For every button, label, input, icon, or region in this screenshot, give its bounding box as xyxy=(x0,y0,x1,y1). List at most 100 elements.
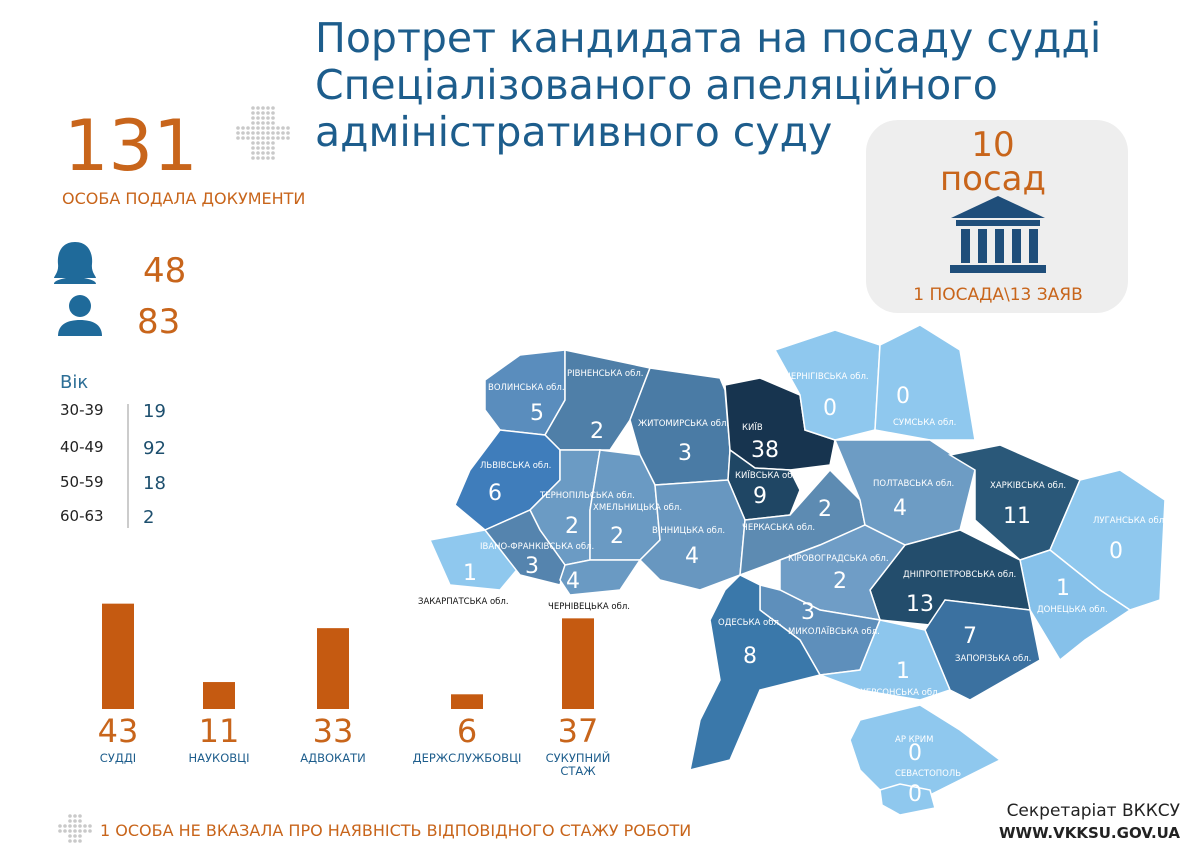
dot xyxy=(68,824,72,828)
region-name: ВОЛИНСЬКА обл. xyxy=(488,383,565,393)
region-value: 38 xyxy=(751,438,779,463)
dot xyxy=(256,106,260,110)
female-icon xyxy=(54,242,96,284)
dot xyxy=(251,146,255,150)
dot xyxy=(281,131,285,135)
region-value: 2 xyxy=(590,419,604,444)
age-table: 30-39 19 40-49 92 50-59 18 60-63 2 xyxy=(60,401,166,528)
dot xyxy=(68,814,72,818)
region-value: 3 xyxy=(801,600,815,625)
dot xyxy=(251,151,255,155)
dot xyxy=(68,839,72,843)
region-name: МИКОЛАЇВСЬКА обл. xyxy=(788,626,880,637)
bar-value: 37 xyxy=(558,712,599,750)
region-value: 6 xyxy=(488,481,502,506)
dot xyxy=(63,824,67,828)
region xyxy=(773,329,881,441)
dot xyxy=(236,126,240,130)
dot xyxy=(246,136,250,140)
bar xyxy=(451,694,483,709)
applicants-count: 131 xyxy=(64,105,198,187)
bar-label: ДЕРЖСЛУЖБОВЦІ xyxy=(413,751,522,765)
title-line: Портрет кандидата на посаду судді xyxy=(315,14,1101,62)
region xyxy=(874,324,976,441)
dot xyxy=(261,116,265,120)
region-value: 0 xyxy=(908,782,922,807)
dot xyxy=(256,131,260,135)
dot xyxy=(251,116,255,120)
bar-label: СУКУПНИЙ СТАЖ xyxy=(546,750,611,778)
dot xyxy=(68,819,72,823)
region-name: ЧЕРНІГІВСЬКА обл. xyxy=(785,372,869,382)
dot xyxy=(236,136,240,140)
region-value: 4 xyxy=(566,569,580,594)
region-value: 13 xyxy=(906,592,934,617)
region-name: ХМЕЛЬНИЦЬКА обл. xyxy=(593,503,682,513)
dot xyxy=(58,829,62,833)
male-icon xyxy=(58,295,102,336)
region-value: 7 xyxy=(963,624,977,649)
dot xyxy=(266,111,270,115)
region-value: 3 xyxy=(525,554,539,579)
region-name: СЕВАСТОПОЛЬ xyxy=(895,769,961,779)
region-value: 5 xyxy=(530,401,544,426)
region-name: ЗАКАРПАТСЬКА обл. xyxy=(418,597,509,607)
region-name: ЧЕРКАСЬКА обл. xyxy=(742,523,815,533)
dot xyxy=(78,839,82,843)
dot xyxy=(261,141,265,145)
region-value: 1 xyxy=(1056,576,1070,601)
positions-unit: посад xyxy=(940,159,1046,199)
region-name: КІРОВОГРАДСЬКА обл. xyxy=(788,554,889,564)
region-value: 0 xyxy=(823,396,837,421)
dot xyxy=(271,106,275,110)
dot xyxy=(266,116,270,120)
region-value: 0 xyxy=(908,741,922,766)
dot xyxy=(261,131,265,135)
region-name: ЖИТОМИРСЬКА обл. xyxy=(638,419,729,429)
region-name: ОДЕСЬКА обл. xyxy=(718,618,782,628)
dot xyxy=(261,151,265,155)
dot xyxy=(261,111,265,115)
dot xyxy=(78,834,82,838)
dot xyxy=(256,141,260,145)
footer-site: WWW.VKKSU.GOV.UA xyxy=(999,824,1180,842)
dot xyxy=(83,824,87,828)
bar-label: НАУКОВЦІ xyxy=(189,751,250,765)
dot xyxy=(251,156,255,160)
region-name: ПОЛТАВСЬКА обл. xyxy=(873,479,954,489)
dot xyxy=(256,126,260,130)
region-name: ЛЬВІВСЬКА обл. xyxy=(480,461,551,471)
region-value: 11 xyxy=(1003,504,1031,529)
bar-value: 43 xyxy=(98,712,139,750)
dot xyxy=(271,116,275,120)
region-name: ХЕРСОНСЬКА обл. xyxy=(860,688,940,698)
bar-value: 11 xyxy=(199,712,240,750)
dot xyxy=(271,126,275,130)
dot xyxy=(58,824,62,828)
region xyxy=(849,704,1002,801)
dot xyxy=(73,824,77,828)
decor-dots xyxy=(236,106,290,160)
dot xyxy=(73,819,77,823)
dot xyxy=(83,829,87,833)
region-name: ХАРКІВСЬКА обл. xyxy=(990,481,1066,491)
dot xyxy=(256,116,260,120)
region-value: 2 xyxy=(833,569,847,594)
bar-label: АДВОКАТИ xyxy=(300,751,365,765)
decor-dots xyxy=(58,814,92,843)
region-name: ЧЕРНІВЕЦЬКА обл. xyxy=(548,602,630,612)
age-range: 50-59 xyxy=(60,473,104,491)
dot xyxy=(266,131,270,135)
region xyxy=(879,783,936,816)
dot xyxy=(271,111,275,115)
dot xyxy=(241,136,245,140)
dot xyxy=(73,814,77,818)
applicants-label: ОСОБА ПОДАЛА ДОКУМЕНТИ xyxy=(62,189,305,208)
dot xyxy=(73,834,77,838)
bar-label: СУДДІ xyxy=(100,751,136,765)
dot xyxy=(271,146,275,150)
region-name: ТЕРНОПІЛЬСЬКА обл. xyxy=(539,491,635,501)
dot xyxy=(256,121,260,125)
dot xyxy=(78,819,82,823)
